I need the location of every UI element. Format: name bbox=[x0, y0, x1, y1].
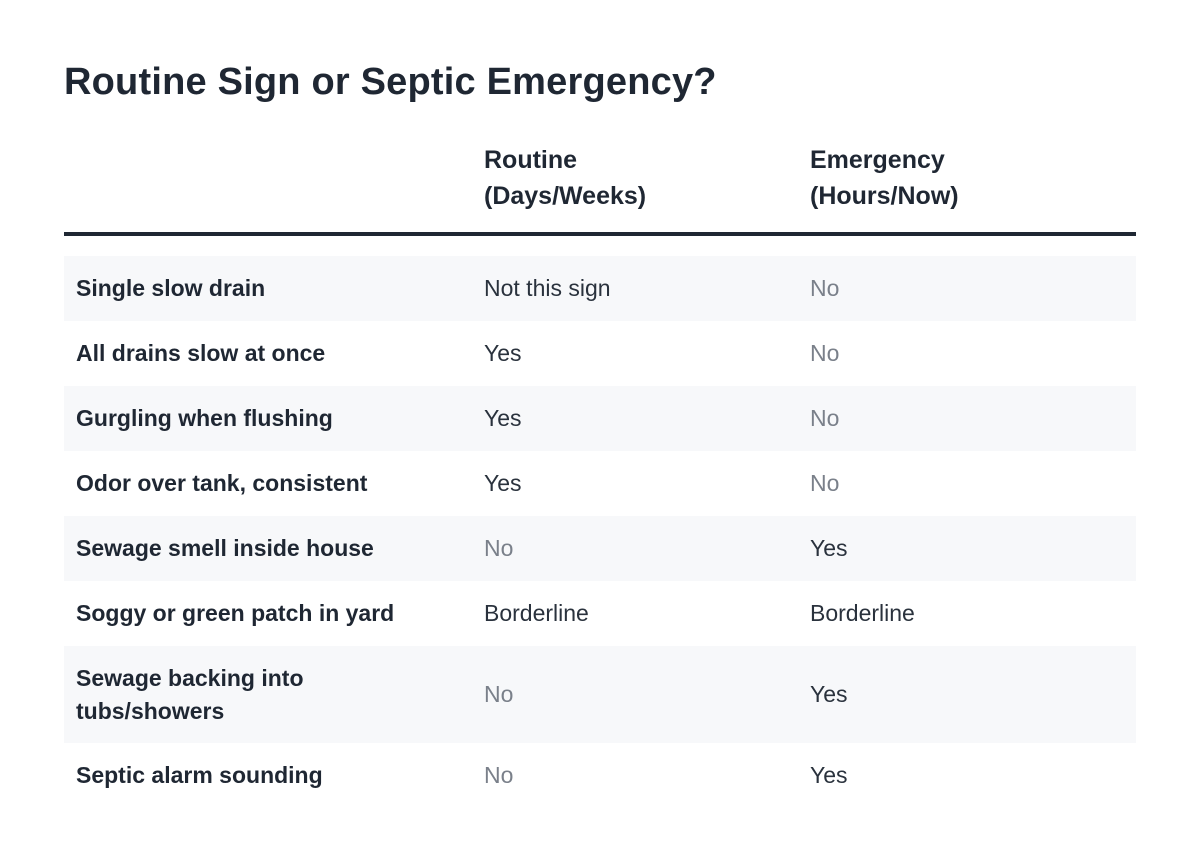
routine-cell: Not this sign bbox=[484, 275, 611, 301]
sign-label: Sewage backing into bbox=[76, 664, 304, 691]
emergency-cell: Yes bbox=[810, 535, 848, 561]
sign-cell: Sewage backing into tubs/showers bbox=[76, 646, 476, 743]
table-row: Gurgling when flushing Yes No bbox=[64, 386, 1136, 451]
sign-cell: Sewage smell inside house bbox=[76, 516, 476, 581]
column-header-emergency-line-1: Emergency bbox=[810, 146, 945, 174]
page-title: Routine Sign or Septic Emergency? bbox=[64, 61, 717, 103]
emergency-cell: Yes bbox=[810, 681, 848, 707]
sign-label: Septic alarm sounding bbox=[76, 762, 323, 788]
column-header-routine-line-2: (Days/Weeks) bbox=[484, 182, 647, 210]
sign-cell: Odor over tank, consistent bbox=[76, 451, 476, 516]
emergency-cell: No bbox=[810, 470, 840, 496]
sign-cell: Septic alarm sounding bbox=[76, 743, 476, 808]
column-header-routine-line-1: Routine bbox=[484, 146, 578, 174]
table-row: Sewage smell inside house No Yes bbox=[64, 516, 1136, 581]
sign-label: Sewage smell inside house bbox=[76, 535, 374, 561]
sign-label: Gurgling when flushing bbox=[76, 405, 333, 431]
routine-cell: Yes bbox=[484, 405, 522, 431]
sign-cell: All drains slow at once bbox=[76, 321, 476, 386]
routine-cell: Borderline bbox=[484, 600, 589, 626]
table-row: Soggy or green patch in yard Borderline Bo… bbox=[64, 581, 1136, 646]
sign-label: Odor over tank, consistent bbox=[76, 470, 368, 496]
table-row: Odor over tank, consistent Yes No bbox=[64, 451, 1136, 516]
sign-label: All drains slow at once bbox=[76, 340, 326, 366]
sign-label: Single slow drain bbox=[76, 275, 266, 301]
table-header: Routine (Days/Weeks) Emergency (Hours/No… bbox=[64, 140, 1136, 236]
table-body: Single slow drain Not this sign No All drai… bbox=[64, 256, 1136, 808]
comparison-table: Routine (Days/Weeks) Emergency (Hours/No… bbox=[64, 140, 1136, 808]
column-header-emergency: Emergency (Hours/Now) bbox=[810, 142, 1130, 214]
column-header-routine: Routine (Days/Weeks) bbox=[484, 142, 784, 214]
emergency-cell: No bbox=[810, 275, 840, 301]
routine-cell: No bbox=[484, 535, 514, 561]
emergency-cell: No bbox=[810, 405, 840, 431]
sign-cell: Soggy or green patch in yard bbox=[76, 581, 476, 646]
routine-cell: Yes bbox=[484, 340, 522, 366]
sign-label: tubs/showers bbox=[76, 697, 225, 724]
sign-label: Soggy or green patch in yard bbox=[76, 600, 395, 626]
table-row: Sewage backing into tubs/showers No Yes bbox=[64, 646, 1136, 743]
emergency-cell: Borderline bbox=[810, 600, 915, 626]
column-header-emergency-line-2: (Hours/Now) bbox=[810, 182, 959, 210]
table-row: All drains slow at once Yes No bbox=[64, 321, 1136, 386]
sign-cell: Gurgling when flushing bbox=[76, 386, 476, 451]
routine-cell: No bbox=[484, 681, 514, 707]
sign-cell: Single slow drain bbox=[76, 256, 476, 321]
emergency-cell: Yes bbox=[810, 762, 848, 788]
emergency-cell: No bbox=[810, 340, 840, 366]
routine-cell: Yes bbox=[484, 470, 522, 496]
routine-cell: No bbox=[484, 762, 514, 788]
table-row: Single slow drain Not this sign No bbox=[64, 256, 1136, 321]
table-row: Septic alarm sounding No Yes bbox=[64, 743, 1136, 808]
